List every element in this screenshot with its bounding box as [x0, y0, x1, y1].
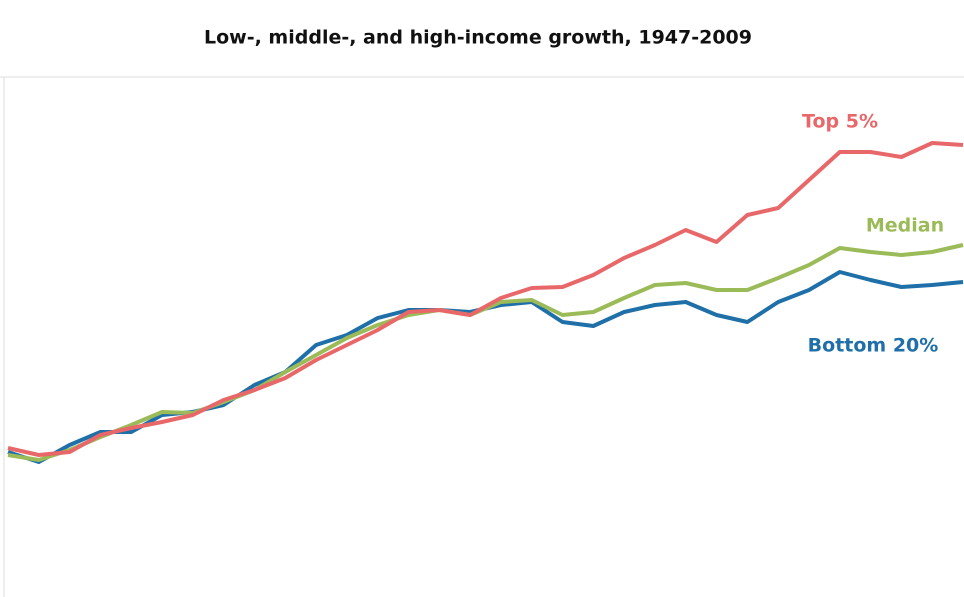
chart-title: Low-, middle-, and high-income growth, 1…: [204, 27, 752, 49]
series-line: [7, 270, 964, 464]
series-label: Bottom 20%: [808, 335, 939, 357]
series-label: Top 5%: [802, 111, 878, 133]
series-label: Median: [866, 215, 944, 237]
series-line: [7, 141, 964, 457]
